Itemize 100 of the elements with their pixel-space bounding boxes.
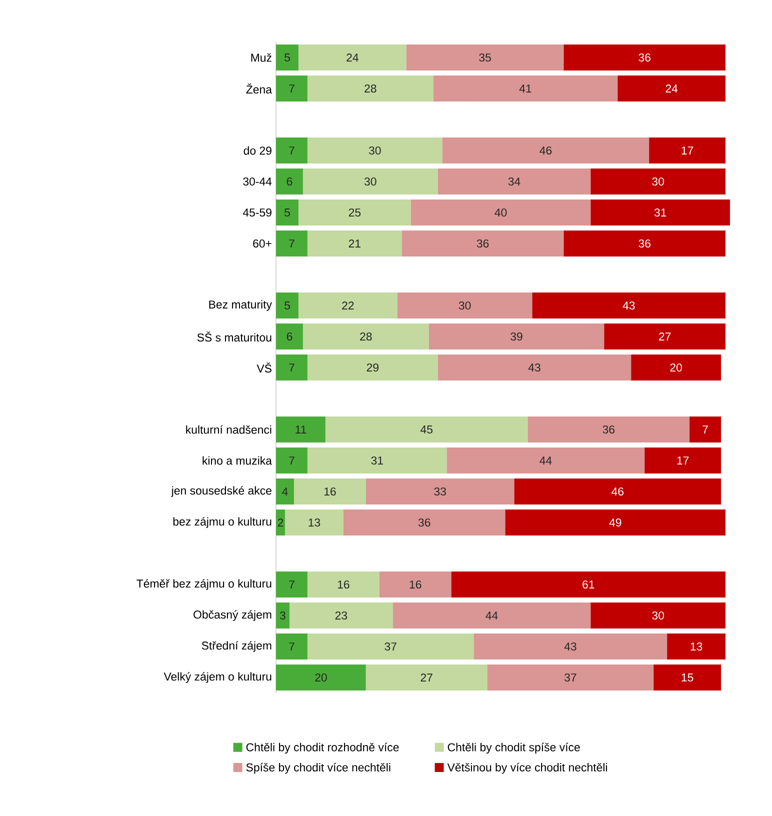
legend-label: Chtěli by chodit spíše více: [448, 742, 580, 754]
bar: [276, 633, 308, 660]
data-label: 36: [418, 518, 430, 527]
bar: [325, 416, 528, 443]
y-tick-label: SŠ s maturitou: [197, 331, 272, 342]
data-label: 7: [289, 240, 294, 248]
bar: [276, 199, 298, 226]
data-label: 7: [289, 364, 294, 372]
bar: [276, 168, 303, 195]
data-label: 21: [348, 240, 360, 248]
bar: [284, 509, 344, 536]
legend-label: Spíše by chodit více nechtěli: [246, 762, 390, 774]
data-label: 30: [652, 611, 664, 620]
data-label: 31: [654, 208, 666, 217]
bar: [392, 602, 591, 629]
data-label: 33: [434, 487, 446, 496]
bar: [307, 633, 474, 660]
data-label: 13: [690, 642, 702, 651]
data-label: 30: [458, 301, 471, 310]
data-label: 44: [486, 612, 498, 620]
data-label: 13: [308, 518, 320, 527]
data-label: 2: [278, 518, 284, 527]
y-tick-label: 30-44: [243, 177, 272, 186]
y-tick-label: Střední zájem: [202, 641, 272, 652]
data-label: 6: [286, 177, 292, 186]
data-label: 36: [638, 53, 650, 62]
bar: [276, 137, 308, 164]
data-label: 3: [280, 611, 286, 620]
bar: [654, 664, 722, 691]
data-label: 30: [364, 177, 376, 186]
bar: [690, 416, 722, 443]
bar: [307, 571, 380, 598]
bar: [505, 509, 726, 536]
bar: [276, 44, 298, 71]
y-tick-label: 45-59: [242, 208, 272, 217]
data-label: 31: [371, 456, 383, 465]
data-label: 37: [564, 673, 576, 682]
bar: [442, 137, 650, 164]
bar: [402, 230, 564, 257]
bar: [343, 509, 506, 536]
bar: [302, 323, 429, 350]
bar: [276, 354, 308, 381]
y-tick-label: jen sousedské akce: [171, 486, 272, 497]
data-label: 5: [284, 208, 290, 216]
bar: [618, 75, 726, 102]
data-label: 7: [702, 426, 708, 434]
bar: [294, 478, 366, 505]
bar: [438, 354, 632, 381]
bar: [366, 664, 488, 691]
bar: [406, 44, 564, 71]
data-label: 36: [602, 425, 614, 434]
data-label: 43: [564, 642, 576, 651]
y-tick-label: Bez maturity: [209, 300, 272, 311]
data-label: 43: [622, 301, 635, 310]
data-label: 30: [368, 146, 381, 155]
data-label: 49: [609, 518, 622, 527]
data-label: 23: [335, 611, 348, 620]
data-label: 27: [659, 332, 671, 341]
bar: [604, 323, 726, 350]
data-label: 36: [638, 239, 650, 248]
bar: [428, 323, 604, 350]
data-label: 17: [677, 456, 689, 464]
data-label: 24: [346, 54, 358, 62]
bar: [276, 478, 294, 505]
bar: [298, 292, 398, 319]
bar: [564, 44, 726, 71]
bar: [474, 633, 668, 660]
bar: [276, 602, 290, 629]
data-label: 28: [364, 84, 376, 93]
bar: [276, 509, 285, 536]
bar: [276, 447, 308, 474]
data-label: 20: [315, 673, 327, 682]
data-label: 46: [612, 487, 624, 496]
y-tick-label: Muž: [251, 53, 272, 62]
data-label: 11: [296, 426, 306, 434]
data-label: 36: [476, 239, 489, 248]
data-label: 7: [289, 642, 294, 650]
data-label: 17: [682, 146, 694, 154]
legend-label: Většinou by více chodit nechtěli: [447, 762, 607, 774]
data-label: 30: [652, 177, 664, 186]
data-label: 5: [284, 54, 290, 62]
bar: [307, 354, 438, 381]
data-label: 5: [284, 302, 290, 310]
y-tick-label: do 29: [244, 146, 272, 155]
data-label: 61: [582, 580, 594, 589]
bar: [302, 168, 438, 195]
y-tick-label: Občasný zájem: [194, 610, 272, 621]
y-tick-label: VŠ: [256, 362, 272, 373]
y-tick-label: bez zájmu o kulturu: [173, 517, 272, 528]
bar: [451, 571, 726, 598]
bar: [644, 447, 722, 474]
data-label: 44: [540, 456, 552, 464]
bar: [276, 571, 308, 598]
bar: [366, 478, 514, 505]
data-label: 22: [342, 302, 354, 310]
bar: [307, 137, 442, 164]
bar: [307, 230, 402, 257]
bar: [438, 168, 591, 195]
bar: [564, 230, 726, 257]
data-label: 24: [666, 84, 678, 92]
